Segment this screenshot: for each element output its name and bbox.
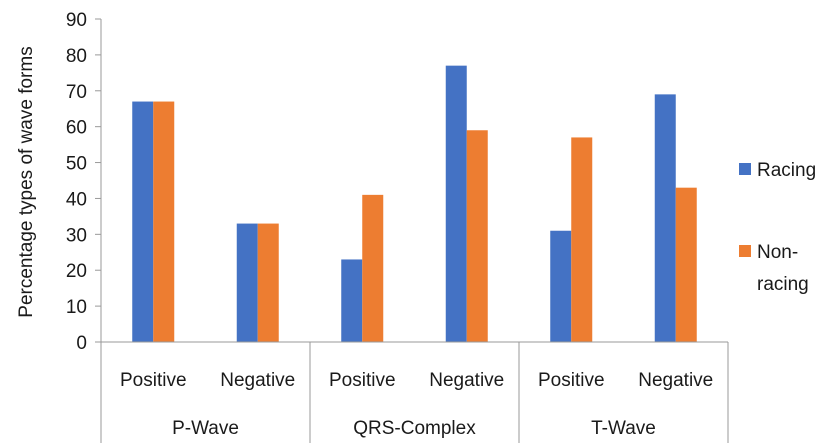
y-tick-label: 70 — [66, 82, 87, 103]
bar-racing-1 — [236, 223, 258, 342]
bar-non-racing-2 — [362, 194, 384, 342]
y-tick-label: 50 — [66, 154, 87, 175]
x-group-label: T-Wave — [591, 418, 656, 439]
bar-non-racing-4 — [571, 137, 593, 342]
y-tick-label: 40 — [66, 189, 87, 210]
bar-non-racing-1 — [257, 223, 279, 342]
y-axis: 0 10 20 30 40 50 60 70 80 90 — [66, 10, 102, 354]
legend: Racing Non-racing — [739, 160, 816, 295]
x-axis: Positive Negative Positive Negative Positive… — [100, 341, 729, 443]
legend-swatch-non-racing — [739, 245, 751, 257]
y-tick-label: 30 — [66, 225, 87, 246]
bar-non-racing-5 — [675, 187, 697, 342]
x-group-label: QRS-Complex — [353, 418, 476, 439]
y-axis-title: Percentage types of wave forms — [16, 46, 37, 317]
bar-racing-0 — [132, 101, 154, 343]
y-tick-label: 80 — [66, 46, 87, 67]
legend-label-non-racing: Non-racing — [757, 242, 809, 295]
bar-non-racing-0 — [153, 101, 175, 343]
x-category-label: Positive — [120, 370, 187, 391]
x-category-label: Negative — [429, 370, 504, 391]
y-tick-label: 90 — [66, 10, 87, 31]
y-tick-label: 0 — [76, 333, 87, 354]
legend-label-racing: Racing — [757, 160, 816, 181]
bar-racing-4 — [550, 230, 572, 342]
bar-non-racing-3 — [466, 130, 488, 342]
x-category-label: Negative — [220, 370, 295, 391]
bars — [132, 65, 697, 343]
bar-racing-2 — [341, 259, 363, 342]
x-category-label: Negative — [638, 370, 713, 391]
x-category-label: Positive — [538, 370, 605, 391]
bar-racing-5 — [654, 94, 676, 342]
x-group-label: P-Wave — [172, 418, 239, 439]
bar-racing-3 — [445, 65, 467, 343]
y-tick-label: 20 — [66, 261, 87, 282]
x-category-label: Positive — [329, 370, 396, 391]
legend-swatch-racing — [739, 163, 751, 175]
y-tick-label: 10 — [66, 297, 87, 318]
y-tick-label: 60 — [66, 118, 87, 139]
